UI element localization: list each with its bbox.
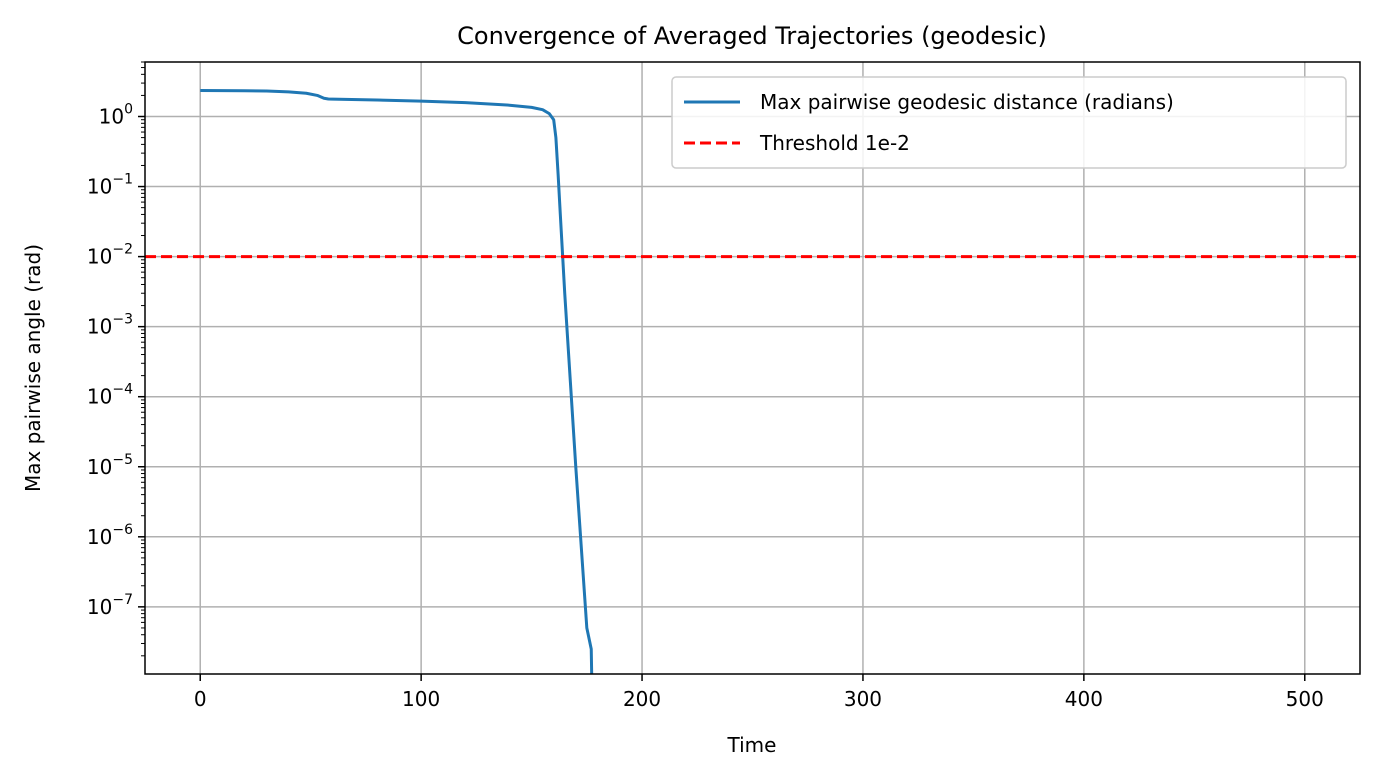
y-axis-ticks: 100 10−1 10−2 10−3 10−4 10−5 10−6 10−7 <box>87 102 145 619</box>
x-tick-label: 200 <box>623 687 661 711</box>
y-tick-label: 10−5 <box>87 452 133 479</box>
y-axis-label: Max pairwise angle (rad) <box>21 244 45 492</box>
legend-box <box>671 76 1347 169</box>
x-tick-label: 100 <box>402 687 440 711</box>
legend: Max pairwise geodesic distance (radians)… <box>671 76 1347 169</box>
series-line-0 <box>200 89 594 675</box>
legend-label-series-0: Max pairwise geodesic distance (radians) <box>760 90 1174 114</box>
x-tick-label: 500 <box>1286 687 1324 711</box>
y-tick-label: 10−4 <box>87 382 133 409</box>
y-tick-label: 10−7 <box>87 592 133 619</box>
x-tick-label: 0 <box>194 687 207 711</box>
plot-frame <box>144 61 1361 675</box>
y-tick-label: 10−3 <box>87 312 133 339</box>
x-tick-label: 300 <box>844 687 882 711</box>
x-axis-label: Time <box>727 733 777 757</box>
series-layer <box>145 89 1360 675</box>
y-tick-label: 10−2 <box>87 242 133 269</box>
x-tick-label: 400 <box>1065 687 1103 711</box>
chart-title: Convergence of Averaged Trajectories (ge… <box>457 22 1047 50</box>
x-axis-ticks: 0 100 200 300 400 500 <box>194 674 1324 711</box>
y-tick-label: 100 <box>99 102 133 129</box>
y-tick-label: 10−6 <box>87 522 133 549</box>
legend-label-series-1: Threshold 1e-2 <box>759 131 910 155</box>
y-tick-label: 10−1 <box>87 172 133 199</box>
